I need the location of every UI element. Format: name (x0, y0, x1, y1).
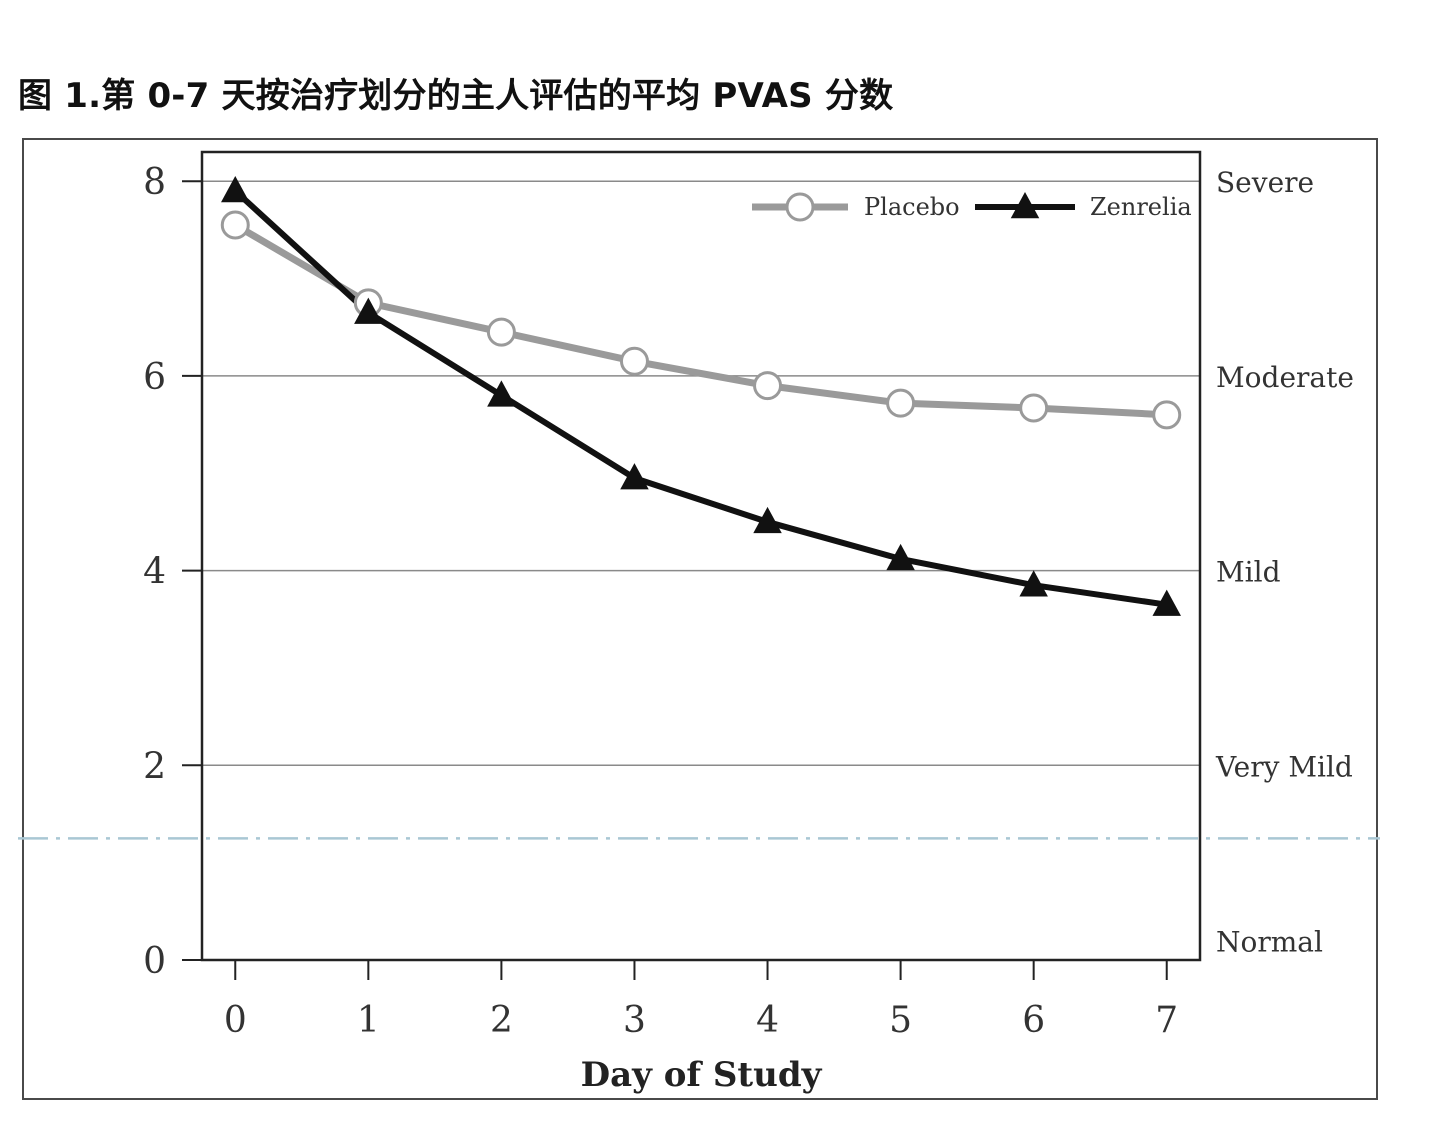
point-zenrelia (354, 297, 383, 324)
point-zenrelia (753, 506, 782, 534)
point-placebo (486, 317, 516, 347)
severity-label: Very Mild (1215, 750, 1353, 783)
x-tick-label: 3 (623, 1000, 646, 1041)
severity-label: Moderate (1216, 361, 1354, 394)
point-placebo (1152, 400, 1182, 430)
y-tick-label: 6 (143, 357, 166, 398)
x-tick-label: 7 (1155, 1000, 1178, 1041)
legend-marker-placebo (785, 192, 815, 222)
legend-label-zenrelia: Zenrelia (1090, 193, 1192, 221)
point-zenrelia (620, 463, 649, 490)
x-tick-label: 2 (490, 1000, 513, 1041)
series-line-placebo (231, 221, 1171, 419)
chart-outer-frame (22, 138, 1378, 1100)
severity-label: Mild (1216, 556, 1281, 589)
x-tick-label: 5 (889, 1000, 912, 1041)
point-placebo (753, 371, 783, 401)
y-tick-label: 0 (143, 941, 166, 982)
point-zenrelia (487, 380, 516, 407)
legend-label-placebo: Placebo (864, 193, 960, 221)
y-tick-label: 4 (143, 552, 166, 593)
figure-title: 图 1.第 0-7 天按治疗划分的主人评估的平均 PVAS 分数 (18, 76, 894, 116)
y-tick-label: 8 (143, 162, 166, 203)
point-zenrelia (221, 175, 250, 203)
y-tick-label: 2 (143, 746, 166, 787)
point-placebo (886, 388, 916, 418)
x-tick-label: 4 (756, 1000, 779, 1041)
legend-marker-zenrelia (1010, 192, 1040, 219)
point-zenrelia (1152, 589, 1181, 616)
plot-area-border (200, 150, 1202, 962)
x-tick-label: 1 (357, 1000, 380, 1041)
point-placebo (1019, 393, 1049, 423)
point-zenrelia (886, 543, 915, 571)
point-placebo (220, 210, 250, 240)
x-axis-label: Day of Study (581, 1055, 823, 1095)
x-tick-label: 6 (1022, 1000, 1045, 1041)
severity-label: Normal (1216, 926, 1323, 959)
severity-label: Severe (1216, 166, 1314, 199)
point-placebo (619, 346, 649, 376)
x-tick-label: 0 (224, 1000, 247, 1041)
point-zenrelia (1019, 570, 1048, 597)
series-line-zenrelia (232, 187, 1170, 608)
